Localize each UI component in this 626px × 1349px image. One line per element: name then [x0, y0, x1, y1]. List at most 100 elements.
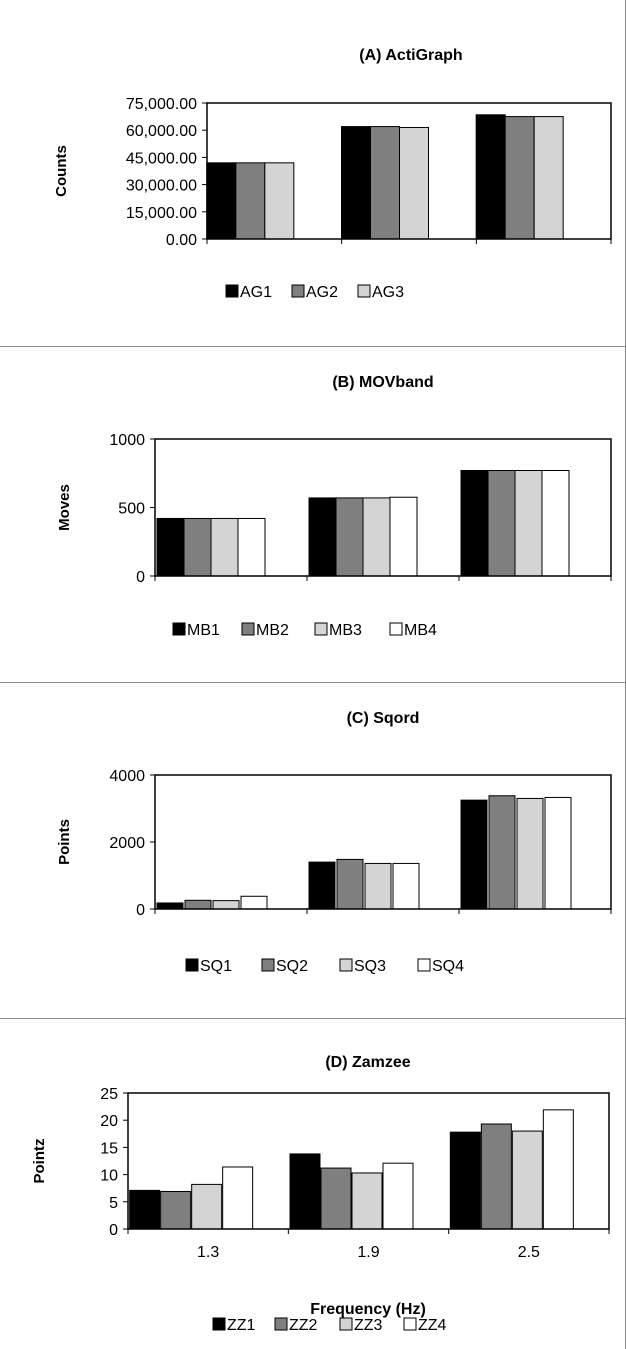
bar-ag2-2: [504, 116, 535, 240]
y-tick-label: 75,000.00: [126, 96, 197, 113]
bar-zz3-2: [511, 1130, 543, 1230]
legend-label-zz4: ZZ4: [418, 1317, 447, 1334]
bar-zz3-0: [191, 1183, 223, 1230]
y-tick-label: 10: [100, 1168, 118, 1185]
bar-sq3-0: [212, 900, 240, 910]
legend-swatch-ag3: [357, 284, 371, 298]
bar-sq2-0: [184, 899, 212, 910]
bar-mb1-0: [156, 517, 185, 577]
bar-mb3-1: [362, 497, 391, 577]
legend-swatch-sq4: [417, 958, 431, 972]
legend-swatch-mb1: [172, 622, 186, 636]
y-tick-label: 25: [100, 1086, 118, 1103]
y-tick-label: 0: [109, 1222, 118, 1239]
y-tick-label: 60,000.00: [126, 123, 197, 140]
bar-ag2-1: [370, 126, 400, 240]
legend-swatch-zz4: [403, 1317, 417, 1331]
legend-label-mb2: MB2: [256, 622, 289, 639]
chart-title: (D) Zamzee: [325, 1054, 410, 1071]
bar-zz1-0: [129, 1189, 161, 1230]
legend-label-zz2: ZZ2: [289, 1317, 318, 1334]
chart-panel-actigraph: (A) ActiGraph Counts 0.00 15,000.00 30,000.0…: [0, 0, 626, 347]
y-axis-label: Points: [56, 819, 73, 865]
y-tick-label: 0.00: [166, 232, 197, 249]
bar-sq3-1: [364, 862, 392, 910]
plot-area-frame: [206, 102, 612, 240]
x-tick-label: 2.5: [518, 1244, 540, 1261]
bar-zz1-1: [289, 1153, 321, 1230]
plot-area-frame: [154, 438, 612, 577]
legend-swatch-ag1: [225, 284, 239, 298]
chart-panel-movband: (B) MOVband Moves 0 500 1000 MB1 MB2 MB3 MB4: [0, 347, 626, 683]
bar-sq2-1: [336, 858, 364, 910]
bar-sq4-2: [544, 796, 572, 910]
bar-mb4-2: [541, 470, 570, 577]
plot-area-frame: [127, 1092, 610, 1230]
chart-zamzee: (D) Zamzee Pointz 0 5 10 15 20 25 1.3 1.9 2.5 Frequ…: [31, 1054, 610, 1334]
bar-zz2-0: [160, 1190, 192, 1230]
chart-title: (A) ActiGraph: [359, 47, 462, 64]
chart-title: (B) MOVband: [332, 374, 433, 391]
bar-zz2-1: [320, 1167, 352, 1230]
bar-ag3-1: [399, 126, 429, 240]
y-tick-label: 20: [100, 1113, 118, 1130]
legend-label-sq1: SQ1: [200, 958, 232, 975]
y-tick-label: 1000: [109, 432, 145, 449]
bar-sq1-0: [156, 902, 184, 910]
bar-mb2-1: [335, 497, 364, 577]
bar-zz4-2: [542, 1109, 574, 1230]
legend-label-sq3: SQ3: [354, 958, 386, 975]
y-tick-label: 0: [136, 569, 145, 586]
bar-zz2-2: [480, 1123, 512, 1230]
y-tick-label: 15,000.00: [126, 205, 197, 222]
bar-mb2-0: [183, 517, 212, 577]
bar-sq2-2: [488, 795, 516, 910]
y-tick-label: 15: [100, 1140, 118, 1157]
bar-mb2-2: [487, 470, 516, 577]
legend-swatch-zz3: [339, 1317, 353, 1331]
bar-mb1-1: [308, 497, 337, 577]
x-tick-label: 1.3: [197, 1244, 219, 1261]
x-tick-label: 1.9: [357, 1244, 379, 1261]
bar-ag1-0: [206, 162, 237, 240]
y-tick-label: 500: [118, 501, 145, 518]
bar-mb1-2: [460, 470, 489, 577]
chart-panel-zamzee: (D) Zamzee Pointz 0 5 10 15 20 25 1.3 1.9 2.5 Frequ…: [0, 1019, 626, 1349]
legend-swatch-sq3: [339, 958, 353, 972]
chart-actigraph: (A) ActiGraph Counts 0.00 15,000.00 30,000.0…: [53, 47, 612, 301]
legend-label-ag1: AG1: [240, 284, 272, 301]
y-tick-label: 2000: [109, 835, 145, 852]
legend-label-sq4: SQ4: [432, 958, 464, 975]
legend-label-mb3: MB3: [329, 622, 362, 639]
legend-swatch-mb2: [241, 622, 255, 636]
legend-label-ag2: AG2: [306, 284, 338, 301]
chart-sqord: (C) Sqord Points 0 2000 4000 SQ1 SQ2 SQ3 SQ4: [56, 710, 612, 975]
bar-sq1-2: [460, 799, 488, 910]
bar-zz4-1: [382, 1162, 414, 1230]
bar-sq3-2: [516, 797, 544, 910]
bar-zz3-1: [351, 1172, 383, 1230]
legend-label-sq2: SQ2: [276, 958, 308, 975]
y-axis-label: Moves: [56, 484, 73, 531]
x-axis-label: Frequency (Hz): [310, 1301, 426, 1318]
legend-swatch-zz2: [274, 1317, 288, 1331]
y-tick-label: 0: [136, 902, 145, 919]
bar-zz1-2: [449, 1131, 481, 1230]
legend-label-zz1: ZZ1: [227, 1317, 256, 1334]
y-axis-label: Pointz: [31, 1139, 48, 1184]
y-tick-label: 30,000.00: [126, 178, 197, 195]
bar-ag3-2: [533, 116, 564, 240]
bar-mb4-1: [389, 496, 418, 577]
chart-movband: (B) MOVband Moves 0 500 1000 MB1 MB2 MB3 MB4: [56, 374, 612, 639]
bar-zz4-0: [222, 1166, 254, 1230]
bar-sq4-1: [392, 862, 420, 910]
y-axis-label: Counts: [53, 145, 70, 197]
legend-label-zz3: ZZ3: [354, 1317, 383, 1334]
legend-swatch-sq1: [185, 958, 199, 972]
bar-ag3-0: [264, 162, 295, 240]
bar-mb3-2: [514, 470, 543, 577]
legend-swatch-ag2: [291, 284, 305, 298]
bar-sq1-1: [308, 861, 336, 910]
y-tick-label: 45,000.00: [126, 150, 197, 167]
bar-sq4-0: [240, 895, 268, 910]
